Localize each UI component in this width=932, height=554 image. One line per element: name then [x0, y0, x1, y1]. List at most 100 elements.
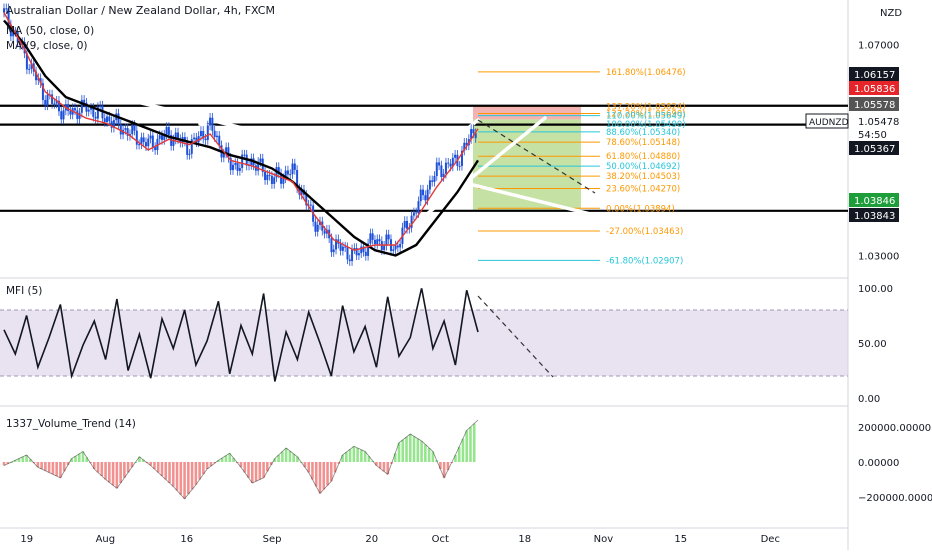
candle-body: [222, 153, 225, 158]
channel-lower-line[interactable]: [393, 116, 547, 242]
time-tick-label: 18: [518, 534, 531, 545]
candle-body: [378, 239, 381, 242]
candle-body: [167, 127, 170, 135]
candle-body: [259, 158, 262, 162]
candle-body: [415, 212, 418, 214]
price-badge: [849, 208, 899, 222]
candle-body: [21, 42, 24, 46]
candle-body: [174, 132, 177, 140]
candle-body: [135, 130, 138, 145]
volume-trend-bar: [62, 462, 66, 472]
price-tick-label: 1.03000: [858, 252, 899, 263]
candle-body: [202, 130, 205, 139]
candle-body: [438, 162, 441, 166]
volume-trend-bar: [149, 462, 153, 466]
channel-upper-line[interactable]: [408, 118, 480, 178]
volume-trend-bar: [397, 442, 401, 462]
candle-body: [282, 178, 285, 184]
candle-body: [51, 94, 54, 104]
mfi-title: MFI (5): [6, 285, 42, 297]
volume-trend-bar: [247, 462, 250, 478]
candle-body: [344, 246, 347, 248]
ma9-line[interactable]: [3, 12, 479, 251]
volume-trend-bar: [51, 462, 55, 475]
fib-level-label: 127.20%(1.05690): [606, 109, 686, 119]
candle-body: [83, 99, 86, 103]
stop-loss-zone[interactable]: [473, 105, 581, 120]
candle-body: [387, 234, 390, 240]
candle-body: [110, 121, 113, 128]
time-tick-label: Aug: [96, 534, 116, 545]
candle-body: [241, 154, 244, 168]
candle-body: [470, 129, 473, 140]
candle-body: [73, 108, 76, 111]
candle-body: [172, 139, 175, 146]
candle-body: [296, 169, 299, 189]
volume-trend-bar: [108, 462, 111, 483]
candle-body: [454, 154, 457, 158]
volume-trend-bar: [123, 462, 126, 478]
candle-body: [190, 139, 193, 154]
candle-body: [183, 137, 186, 142]
candle-body: [305, 194, 308, 206]
volume-trend-bar: [348, 449, 352, 462]
candle-body: [69, 111, 72, 115]
candle-body: [177, 132, 180, 140]
volume-trend-bar: [190, 462, 194, 490]
candle-body: [55, 100, 58, 104]
candle-body: [12, 31, 15, 37]
candle-body: [357, 253, 360, 256]
candle-body: [451, 157, 454, 167]
volume-trend-bar: [250, 462, 254, 483]
descending-trendline[interactable]: [0, 66, 827, 274]
volume-trend-bar: [461, 438, 465, 462]
ma50-line[interactable]: [3, 19, 480, 257]
candle-body: [179, 139, 182, 143]
candle-body: [277, 167, 280, 174]
candle-body: [264, 171, 267, 181]
volume-trend-line: [3, 419, 479, 500]
time-tick-label: 20: [365, 534, 378, 545]
mfi-projection-arrow[interactable]: [477, 295, 554, 378]
candle-body: [151, 135, 154, 148]
candle-body: [78, 112, 81, 119]
volume-trend-bar: [70, 458, 74, 462]
mfi-tick-label: 50.00: [858, 339, 887, 350]
fib-level-label: 23.60%(1.04270): [606, 184, 680, 194]
candle-body: [25, 53, 28, 70]
candle-body: [96, 107, 99, 119]
volume-trend-bar: [138, 456, 141, 462]
volume-trend-bar: [198, 462, 201, 480]
projection-arrow[interactable]: [477, 119, 596, 194]
volume-trend-bar: [367, 456, 371, 462]
mfi-line[interactable]: [3, 287, 479, 382]
price-badge: [849, 193, 899, 207]
candle-body: [112, 120, 115, 128]
upper-trendline[interactable]: [198, 122, 422, 176]
volume-trend-bar: [454, 455, 457, 462]
candle-body: [399, 243, 402, 248]
price-badge-text: 1.05578: [854, 100, 895, 111]
candle-body: [213, 130, 216, 138]
candle-body: [90, 107, 93, 110]
volume-trend-bar: [209, 462, 213, 467]
volume-trend-bar: [74, 456, 77, 462]
candle-body: [163, 134, 166, 140]
candle-body: [431, 180, 434, 182]
candle-body: [218, 135, 221, 146]
volume-trend-bar: [243, 462, 247, 473]
candle-body: [46, 94, 49, 106]
price-badge-text: 1.03846: [854, 196, 895, 207]
candle-body: [158, 135, 161, 139]
mfi-trendline[interactable]: [408, 284, 572, 294]
volume-trend-bar: [232, 457, 235, 462]
volume-trend-bar: [446, 462, 450, 471]
volume-trend-bar: [29, 459, 32, 462]
candle-body: [206, 125, 209, 141]
volume-trend-bar: [130, 462, 134, 468]
volume-trend-bar: [401, 439, 405, 462]
volume-trend-bar: [47, 462, 51, 473]
candle-body: [257, 161, 260, 171]
candle-body: [85, 102, 88, 112]
